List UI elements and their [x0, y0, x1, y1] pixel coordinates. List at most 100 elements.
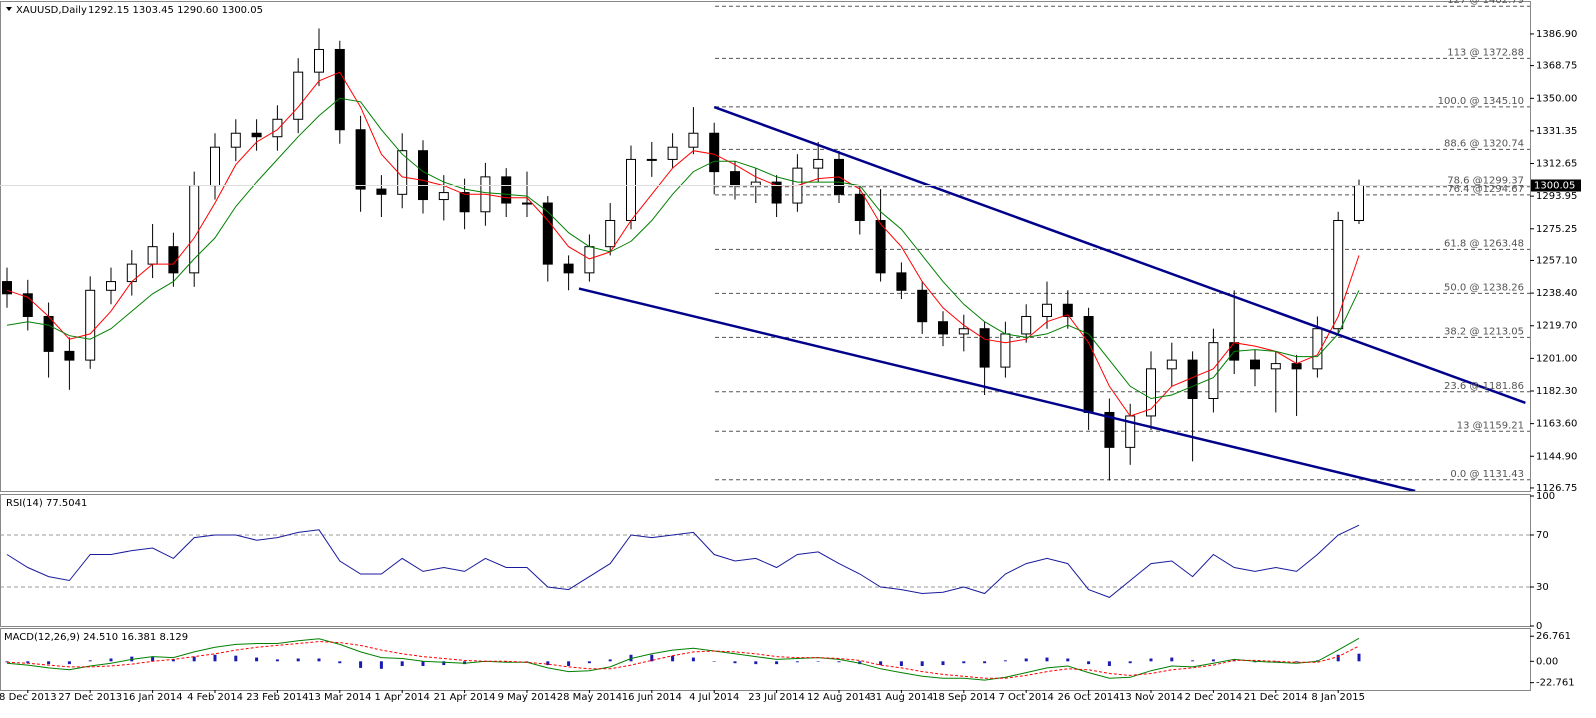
y-tick-label: 1312.65 [1536, 159, 1577, 170]
y-tick-label: 1275.25 [1536, 224, 1577, 235]
histogram-bar [255, 657, 259, 662]
candle-body [584, 246, 595, 274]
y-tick-label: 1201.00 [1536, 353, 1577, 364]
x-tick-label: 13 Mar 2014 [308, 692, 371, 703]
candle-body [688, 132, 699, 148]
x-tick-label: 4 Feb 2014 [187, 692, 243, 703]
histogram-bar [1336, 654, 1340, 662]
histogram-bar [650, 654, 654, 662]
histogram-bar [400, 661, 404, 666]
histogram-bar [1191, 660, 1195, 662]
x-tick-label: 16 Jun 2014 [622, 692, 682, 703]
candle-body [64, 350, 75, 361]
candle-body [1250, 359, 1260, 370]
candle-body [376, 188, 387, 195]
candle-body [43, 315, 54, 352]
histogram-bar [151, 656, 155, 662]
channel-line [713, 105, 1526, 405]
y-tick-label: 0.00 [1536, 656, 1558, 667]
candle-body [605, 219, 616, 248]
histogram-bar [1295, 661, 1299, 663]
candle-body [106, 281, 116, 291]
candle-body [1166, 359, 1177, 370]
histogram-bar [525, 661, 529, 662]
candle-body [1000, 333, 1011, 368]
candle-body [230, 132, 241, 148]
histogram-bar [733, 661, 737, 664]
histogram-bar [296, 658, 300, 662]
candle-body [854, 193, 865, 221]
histogram-bar [608, 659, 612, 662]
histogram-bar [879, 661, 883, 666]
x-tick-label: 26 Oct 2014 [1058, 692, 1120, 703]
candle-body [251, 132, 262, 138]
candle-body [147, 246, 158, 265]
last-price-box [1531, 179, 1581, 192]
menu-arrow [6, 7, 12, 11]
histogram-bar [1066, 658, 1070, 662]
candle-body [896, 272, 907, 291]
histogram-bar [587, 661, 591, 664]
macd-line [6, 637, 1360, 681]
x-tick-label: 27 Dec 2013 [58, 692, 122, 703]
y-tick-label: 0 [1536, 621, 1542, 632]
histogram-bar [213, 654, 217, 662]
candle-body [210, 146, 220, 187]
fib-label: 100.0 @ 1345.10 [1438, 96, 1524, 107]
y-tick-label: 1350.00 [1536, 93, 1577, 104]
y-tick-label: 1368.75 [1536, 61, 1577, 72]
moving-average [6, 71, 1360, 417]
fib-label: 61.8 @ 1263.48 [1444, 238, 1524, 249]
candle-body [979, 328, 990, 368]
histogram-bar [317, 658, 321, 662]
x-tick-label: 23 Jul 2014 [748, 692, 805, 703]
y-tick-label: 1126.75 [1536, 483, 1577, 494]
fib-label: 113 @ 1372.88 [1447, 47, 1524, 58]
x-tick-label: 9 May 2014 [498, 692, 557, 703]
fib-label: 50.0 @ 1238.26 [1444, 282, 1524, 293]
macd-panel [0, 628, 1531, 691]
candle-body [1354, 185, 1364, 221]
y-tick-label: -22.761 [1536, 678, 1575, 689]
candle-body [272, 118, 283, 138]
candle-body [958, 328, 969, 335]
candle-body [501, 176, 512, 204]
candle-body [418, 150, 428, 201]
histogram-bar [338, 661, 342, 664]
y-tick-label: 100 [1536, 491, 1555, 502]
candle-body [22, 293, 33, 317]
candle-body [168, 246, 179, 274]
fib-label: 78.6 @1299.37 [1447, 176, 1524, 187]
candle-body [1021, 315, 1032, 335]
histogram-bar [1045, 657, 1049, 662]
last-price-label: 1300.05 [1534, 181, 1575, 192]
x-tick-label: 23 Feb 2014 [246, 692, 308, 703]
candle-body [293, 71, 304, 120]
x-tick-label: 7 Oct 2014 [998, 692, 1053, 703]
histogram-bar [192, 656, 196, 662]
fib-label: 23.6 @ 1181.86 [1444, 381, 1524, 392]
histogram-bar [47, 661, 51, 665]
histogram-bar [1149, 658, 1153, 662]
candle-body [813, 158, 824, 169]
x-tick-label: 28 May 2014 [557, 692, 622, 703]
histogram-bar [1128, 661, 1132, 664]
histogram-bar [837, 661, 841, 663]
candle-body [1291, 363, 1302, 370]
histogram-bar [941, 661, 945, 666]
y-tick-label: 1144.90 [1536, 451, 1577, 462]
candle-body [522, 202, 532, 205]
x-tick-label: 13 Nov 2014 [1119, 692, 1183, 703]
x-tick-label: 31 Aug 2014 [869, 692, 933, 703]
x-tick-label: 21 Apr 2014 [434, 692, 496, 703]
macd-line [6, 641, 1360, 679]
y-tick-label: 1238.40 [1536, 288, 1577, 299]
candle-body [189, 185, 200, 274]
candle-body [771, 181, 782, 204]
x-tick-label: 1 Apr 2014 [374, 692, 429, 703]
histogram-bar [67, 661, 71, 665]
candle-body [626, 158, 636, 221]
candle-body [1042, 303, 1052, 317]
